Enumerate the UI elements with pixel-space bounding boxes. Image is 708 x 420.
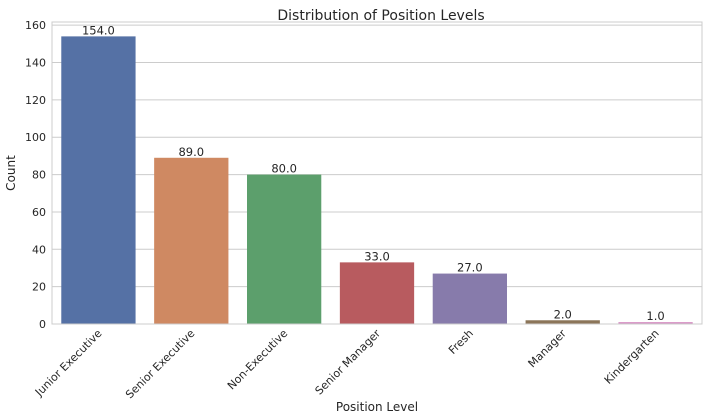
bar-value-label: 89.0 <box>178 145 204 159</box>
y-tick-label: 0 <box>39 318 46 331</box>
y-tick-label: 140 <box>25 57 46 70</box>
x-tick-label: Fresh <box>446 327 476 357</box>
y-tick-label: 20 <box>32 281 46 294</box>
chart-title: Distribution of Position Levels <box>277 8 484 24</box>
y-tick-label: 60 <box>32 206 46 219</box>
bar-value-label: 80.0 <box>271 162 297 176</box>
y-tick-label: 80 <box>32 169 46 182</box>
bar-value-label: 27.0 <box>457 261 483 275</box>
x-axis-ticks: Junior Executive Senior Executive Non-Exec… <box>32 327 662 402</box>
y-tick-label: 160 <box>25 19 46 32</box>
bar-value-label: 1.0 <box>646 309 664 323</box>
data-labels: 154.0 89.0 80.0 33.0 27.0 2.0 1.0 <box>82 23 665 323</box>
bar <box>61 36 136 324</box>
x-tick-label: Senior Manager <box>313 327 384 398</box>
bar <box>618 322 693 324</box>
plot-frame <box>51 21 703 325</box>
bar <box>154 157 229 324</box>
x-tick-label: Kindergarten <box>602 327 662 387</box>
y-axis-ticks: 0 20 40 60 80 100 120 140 160 <box>25 19 46 331</box>
bar-value-label: 2.0 <box>554 307 572 321</box>
y-tick-label: 40 <box>32 243 46 256</box>
bars <box>61 36 693 324</box>
bar <box>432 273 507 324</box>
y-axis-label: Count <box>4 155 18 191</box>
bar-value-label: 33.0 <box>364 249 390 263</box>
x-tick-label: Manager <box>526 327 570 371</box>
y-tick-label: 120 <box>25 94 46 107</box>
bar <box>247 174 322 324</box>
x-tick-label: Non-Executive <box>225 327 291 393</box>
x-tick-label: Senior Executive <box>123 327 197 401</box>
y-tick-label: 100 <box>25 131 46 144</box>
x-tick-label: Junior Executive <box>32 327 105 400</box>
bar-value-label: 154.0 <box>82 23 115 37</box>
bar <box>525 320 600 324</box>
x-axis-label: Position Level <box>336 400 418 414</box>
bar <box>339 262 415 324</box>
